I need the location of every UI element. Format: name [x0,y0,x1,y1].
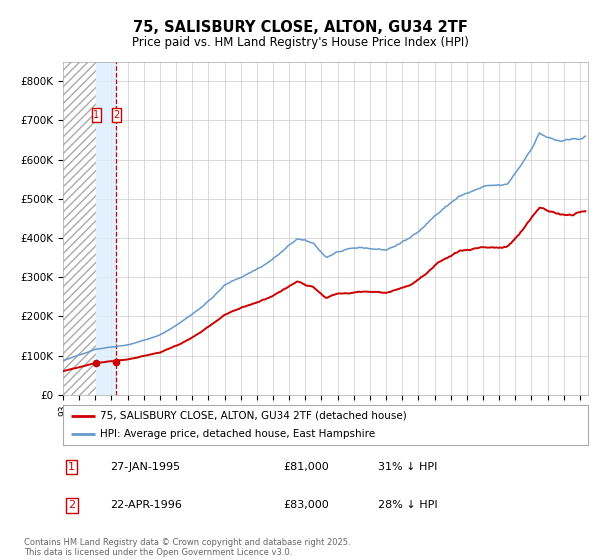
Text: 2: 2 [113,110,119,120]
Bar [97,62,116,395]
Text: 22-APR-1996: 22-APR-1996 [110,501,182,510]
Text: Price paid vs. HM Land Registry's House Price Index (HPI): Price paid vs. HM Land Registry's House … [131,36,469,49]
Text: 1: 1 [68,462,75,472]
Text: 28% ↓ HPI: 28% ↓ HPI [378,501,437,510]
Text: £83,000: £83,000 [284,501,329,510]
Text: HPI: Average price, detached house, East Hampshire: HPI: Average price, detached house, East… [100,430,375,439]
Bar [63,62,97,395]
Text: 75, SALISBURY CLOSE, ALTON, GU34 2TF (detached house): 75, SALISBURY CLOSE, ALTON, GU34 2TF (de… [100,411,407,421]
Text: 1: 1 [94,110,100,120]
Text: 75, SALISBURY CLOSE, ALTON, GU34 2TF: 75, SALISBURY CLOSE, ALTON, GU34 2TF [133,20,467,35]
Text: Contains HM Land Registry data © Crown copyright and database right 2025.
This d: Contains HM Land Registry data © Crown c… [24,538,350,557]
Text: 27-JAN-1995: 27-JAN-1995 [110,462,181,472]
Text: 31% ↓ HPI: 31% ↓ HPI [378,462,437,472]
Text: 2: 2 [68,501,76,510]
Text: £81,000: £81,000 [284,462,329,472]
